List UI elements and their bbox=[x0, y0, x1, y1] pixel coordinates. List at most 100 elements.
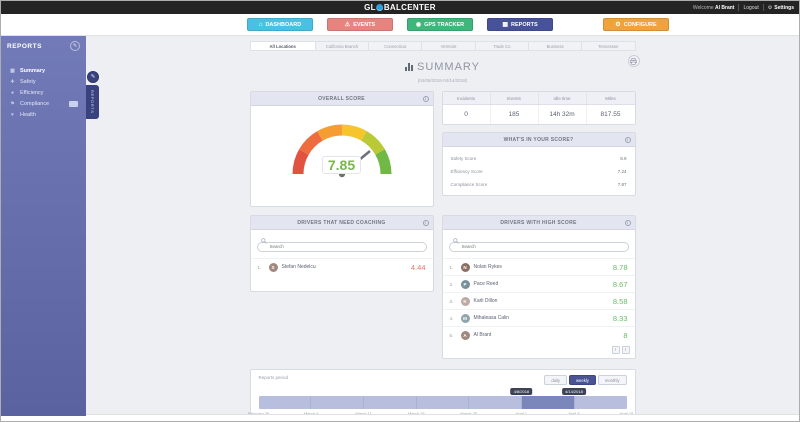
shield-icon: ✚ bbox=[10, 78, 15, 85]
driver-name: Karli Dillon bbox=[473, 298, 498, 304]
stat-label-incidents: Incidents bbox=[443, 92, 491, 104]
driver-row[interactable]: 4. M Mihaleasa Calin 8.33 bbox=[442, 309, 635, 326]
timeline-segment[interactable] bbox=[469, 396, 523, 409]
home-icon: ⌂ bbox=[258, 21, 263, 28]
sidebar-item-label: Efficiency bbox=[20, 89, 44, 96]
heart-icon: ♥ bbox=[11, 111, 14, 118]
period-timeline: 4/8/2018 4/14/2018 February 26 March 4 M… bbox=[248, 388, 633, 416]
location-tabs: All Locations California Branch Connecti… bbox=[249, 41, 636, 51]
daily-button[interactable]: daily bbox=[544, 375, 568, 385]
stat-value-miles: 817.55 bbox=[600, 111, 621, 118]
nav-events-button[interactable]: ⚠ EVENTS bbox=[327, 18, 393, 31]
driver-row[interactable]: 1. S Stefan Nedelcu 4.44 bbox=[250, 258, 433, 275]
high-score-search-input[interactable] bbox=[448, 241, 629, 252]
logo-text-suffix: BALCENTER bbox=[383, 3, 436, 12]
divider bbox=[738, 4, 740, 11]
avatar: A bbox=[460, 330, 470, 340]
main-content: All Locations California Branch Connecti… bbox=[86, 36, 799, 416]
tab-location-3[interactable]: Vermont bbox=[422, 42, 476, 50]
timeline-segment-selected[interactable] bbox=[522, 396, 575, 409]
coaching-search-input[interactable] bbox=[256, 241, 427, 252]
driver-rank: 4. bbox=[449, 315, 454, 321]
timeline-segment[interactable] bbox=[363, 396, 417, 409]
axis-label: April 15 bbox=[620, 411, 634, 416]
pin-icon: ◉ bbox=[415, 21, 422, 28]
card-title: WHAT'S IN YOUR SCORE? bbox=[503, 136, 574, 143]
reports-period-card: Reports period daily weekly monthly 4/8/… bbox=[248, 369, 636, 416]
driver-name: Nolan Rykes bbox=[473, 264, 502, 270]
timeline-segment[interactable] bbox=[574, 396, 627, 409]
tab-location-1[interactable]: California Branch bbox=[316, 42, 370, 50]
nav-label: DASHBOARD bbox=[265, 21, 302, 28]
info-icon[interactable]: i bbox=[422, 219, 429, 226]
driver-score: 8.33 bbox=[612, 313, 628, 323]
timeline-segment[interactable] bbox=[311, 396, 364, 409]
date-range: (04/08/2018-04/14/2018) bbox=[417, 78, 468, 83]
driver-score: 8.58 bbox=[612, 296, 628, 306]
nav-configure-button[interactable]: ⚙ CONFIGURE bbox=[603, 18, 669, 31]
driver-row[interactable]: 5. A Al Brant 8 bbox=[442, 326, 635, 343]
avatar: P bbox=[460, 279, 470, 289]
next-page-button[interactable]: › bbox=[621, 346, 630, 354]
card-title: DRIVERS WITH HIGH SCORE bbox=[500, 219, 577, 226]
prev-page-button[interactable]: ‹ bbox=[611, 346, 620, 354]
reports-handle-tab[interactable]: REPORTS bbox=[86, 85, 99, 119]
driver-row[interactable]: 3. K Karli Dillon 8.58 bbox=[442, 292, 635, 309]
nav-label: CONFIGURE bbox=[623, 21, 657, 28]
username: Al Brant bbox=[715, 4, 735, 11]
driver-row[interactable]: 2. P Pace Reed 8.67 bbox=[442, 275, 635, 292]
axis-label: March 18 bbox=[408, 411, 425, 416]
print-button[interactable] bbox=[627, 55, 640, 67]
nav-label: REPORTS bbox=[511, 21, 538, 28]
edit-icon[interactable]: ✎ bbox=[87, 71, 99, 83]
monthly-button[interactable]: monthly bbox=[597, 375, 627, 385]
stats-card: Incidents Events Idle time Miles 0 185 1… bbox=[441, 91, 636, 125]
tab-location-6[interactable]: Tennessee bbox=[598, 43, 619, 49]
alert-icon: ⚠ bbox=[344, 21, 351, 28]
handle-label: REPORTS bbox=[90, 90, 95, 114]
nav-gps-tracker-button[interactable]: ◉ GPS TRACKER bbox=[407, 18, 473, 31]
driver-score: 8 bbox=[623, 330, 628, 340]
nav-label: EVENTS bbox=[353, 21, 376, 28]
driver-name: Mihaleasa Calin bbox=[473, 315, 510, 321]
stat-label-idle-time: Idle time bbox=[539, 92, 587, 104]
safety-score-bar-row: Safety Score 8.9 bbox=[451, 156, 627, 161]
axis-label: March 11 bbox=[355, 411, 371, 416]
avatar: N bbox=[460, 262, 470, 272]
bar-chart-icon bbox=[404, 63, 413, 71]
driver-name: Stefan Nedelcu bbox=[281, 264, 316, 270]
tab-location-2[interactable]: Connecticut bbox=[369, 42, 423, 50]
info-icon[interactable]: i bbox=[624, 136, 631, 143]
printer-icon bbox=[630, 57, 637, 65]
timeline-segment[interactable] bbox=[258, 396, 312, 409]
driver-row[interactable]: 1. N Nolan Rykes 8.78 bbox=[442, 258, 635, 275]
sidebar-item-health[interactable]: ♥ Health bbox=[1, 109, 86, 120]
info-icon[interactable]: i bbox=[422, 95, 429, 102]
tab-location-4[interactable]: Trade Co bbox=[476, 42, 529, 50]
axis-label: April 1 bbox=[516, 411, 527, 416]
avatar: S bbox=[268, 262, 278, 272]
nav-label: GPS TRACKER bbox=[424, 21, 465, 28]
sidebar-item-label: Safety bbox=[20, 78, 36, 85]
sidebar-item-summary[interactable]: ▦ Summary bbox=[1, 65, 86, 76]
sidebar-item-efficiency[interactable]: ● Efficiency bbox=[1, 87, 86, 98]
tab-location-5[interactable]: Business bbox=[529, 42, 583, 50]
edit-icon[interactable]: ✎ bbox=[70, 41, 80, 51]
gauge-arc bbox=[292, 124, 391, 178]
driver-rank: 5. bbox=[449, 332, 454, 338]
sidebar-collapse-handle[interactable]: ✎ REPORTS bbox=[86, 71, 99, 119]
axis-label: March 25 bbox=[460, 411, 477, 416]
info-icon[interactable]: i bbox=[624, 219, 631, 226]
logout-link[interactable]: Logout bbox=[743, 4, 759, 11]
settings-link[interactable]: ⚙ Settings bbox=[767, 4, 794, 11]
sidebar-item-safety[interactable]: ✚ Safety bbox=[1, 76, 86, 87]
nav-reports-button[interactable]: ▦ REPORTS bbox=[487, 18, 553, 31]
timeline-segment[interactable] bbox=[416, 396, 470, 409]
nav-dashboard-button[interactable]: ⌂ DASHBOARD bbox=[247, 18, 313, 31]
tab-all-locations[interactable]: All Locations bbox=[250, 42, 316, 50]
nav-bar: ⌂ DASHBOARD ⚠ EVENTS ◉ GPS TRACKER ▦ REP… bbox=[1, 14, 799, 36]
sidebar-item-compliance[interactable]: ⚑ Compliance bbox=[1, 98, 86, 109]
weekly-button[interactable]: weekly bbox=[569, 375, 596, 385]
sidebar-item-label: Compliance bbox=[20, 100, 50, 107]
driver-rank: 2. bbox=[449, 281, 454, 287]
